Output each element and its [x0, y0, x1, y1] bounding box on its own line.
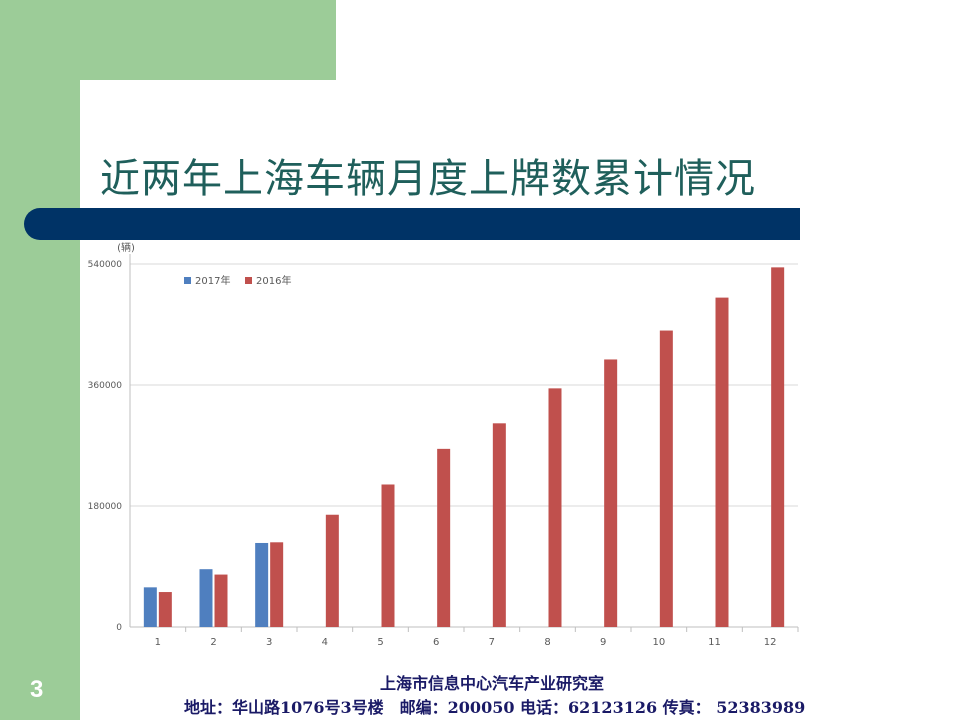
y-tick-label: 0: [116, 623, 122, 633]
bar-2016年-5: [381, 484, 395, 627]
page-number: 3: [30, 676, 44, 703]
slide-title: 近两年上海车辆月度上牌数累计情况: [100, 156, 756, 202]
title-underline-bar: [24, 208, 800, 240]
left-green-band: [0, 0, 80, 720]
bar-2016年-10: [659, 330, 673, 627]
top-green-band: [0, 0, 336, 80]
chart-container: 0 180000 360000 540000 (辆) 1 2 3 4 5 6 7 8 9 10 11 12 20…: [80, 240, 800, 660]
y-tick-label: 360000: [88, 381, 123, 391]
bar-2016年-9: [604, 359, 618, 627]
footer-contact: 地址：华山路1076号3号楼 邮编：200050 电话：62123126 传真：…: [184, 698, 806, 717]
y-tick-label: 540000: [88, 260, 123, 270]
x-tick-label: 10: [652, 637, 665, 648]
bar-2016年-3: [270, 542, 284, 627]
bar-2016年-12: [771, 267, 785, 627]
bar-2016年-7: [492, 423, 506, 627]
y-axis-unit-label: (辆): [117, 241, 135, 254]
bar-2017年-2: [199, 569, 213, 627]
x-tick-label: 6: [433, 637, 439, 648]
x-tick-label: 3: [266, 637, 272, 648]
bar-2016年-2: [214, 574, 228, 627]
legend-swatch: [184, 277, 191, 284]
x-tick-label: 5: [377, 637, 383, 648]
legend-swatch: [245, 277, 252, 284]
bar-2017年-3: [255, 542, 269, 627]
x-tick-label: 11: [708, 637, 721, 648]
x-tick-label: 9: [600, 637, 606, 648]
bar-2016年-8: [548, 388, 562, 627]
bar-2016年-1: [158, 592, 172, 627]
bar-2016年-6: [437, 448, 451, 627]
x-tick-label: 7: [489, 637, 495, 648]
x-tick-label: 4: [322, 637, 328, 648]
legend-label: 2016年: [256, 274, 291, 287]
footer-organization: 上海市信息中心汽车产业研究室: [380, 674, 605, 693]
bar-2016年-11: [715, 297, 729, 627]
y-tick-label: 180000: [88, 502, 123, 512]
legend-label: 2017年: [195, 274, 230, 287]
bar-2016年-4: [325, 514, 339, 627]
x-tick-label: 2: [210, 637, 216, 648]
x-tick-label: 8: [544, 637, 550, 648]
x-tick-label: 12: [764, 637, 777, 648]
bar-2017年-1: [143, 587, 157, 627]
x-tick-label: 1: [155, 637, 161, 648]
